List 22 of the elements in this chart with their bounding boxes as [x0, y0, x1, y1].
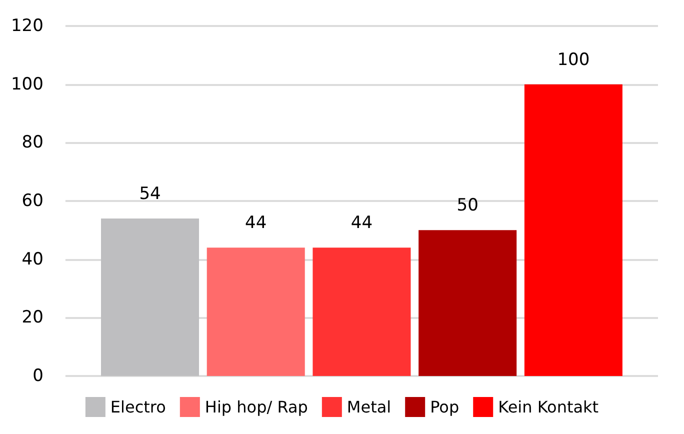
data-label: 50 [456, 196, 478, 216]
data-label: 44 [350, 213, 373, 234]
y-tick-label: 20 [22, 308, 44, 328]
y-tick-label: 40 [22, 249, 44, 270]
legend-label: Metal [346, 398, 392, 416]
bar [101, 218, 200, 376]
legend-label: Electro [110, 398, 166, 416]
legend-label: Hip hop/ Rap [204, 398, 308, 416]
y-tick-label: 60 [22, 191, 44, 211]
bar [206, 248, 305, 376]
bar [312, 248, 411, 376]
legend-label: Kein Kontakt [498, 398, 599, 416]
data-label: 54 [139, 184, 161, 204]
bar [524, 84, 622, 376]
y-tick-label: 0 [32, 366, 44, 386]
legend-label: Pop [430, 398, 460, 416]
data-label: 44 [245, 213, 267, 234]
data-label: 100 [557, 50, 590, 70]
y-tick-label: 120 [10, 16, 44, 36]
y-tick-label: 80 [22, 132, 44, 153]
y-tick-label: 100 [10, 74, 44, 94]
bar [418, 230, 517, 376]
